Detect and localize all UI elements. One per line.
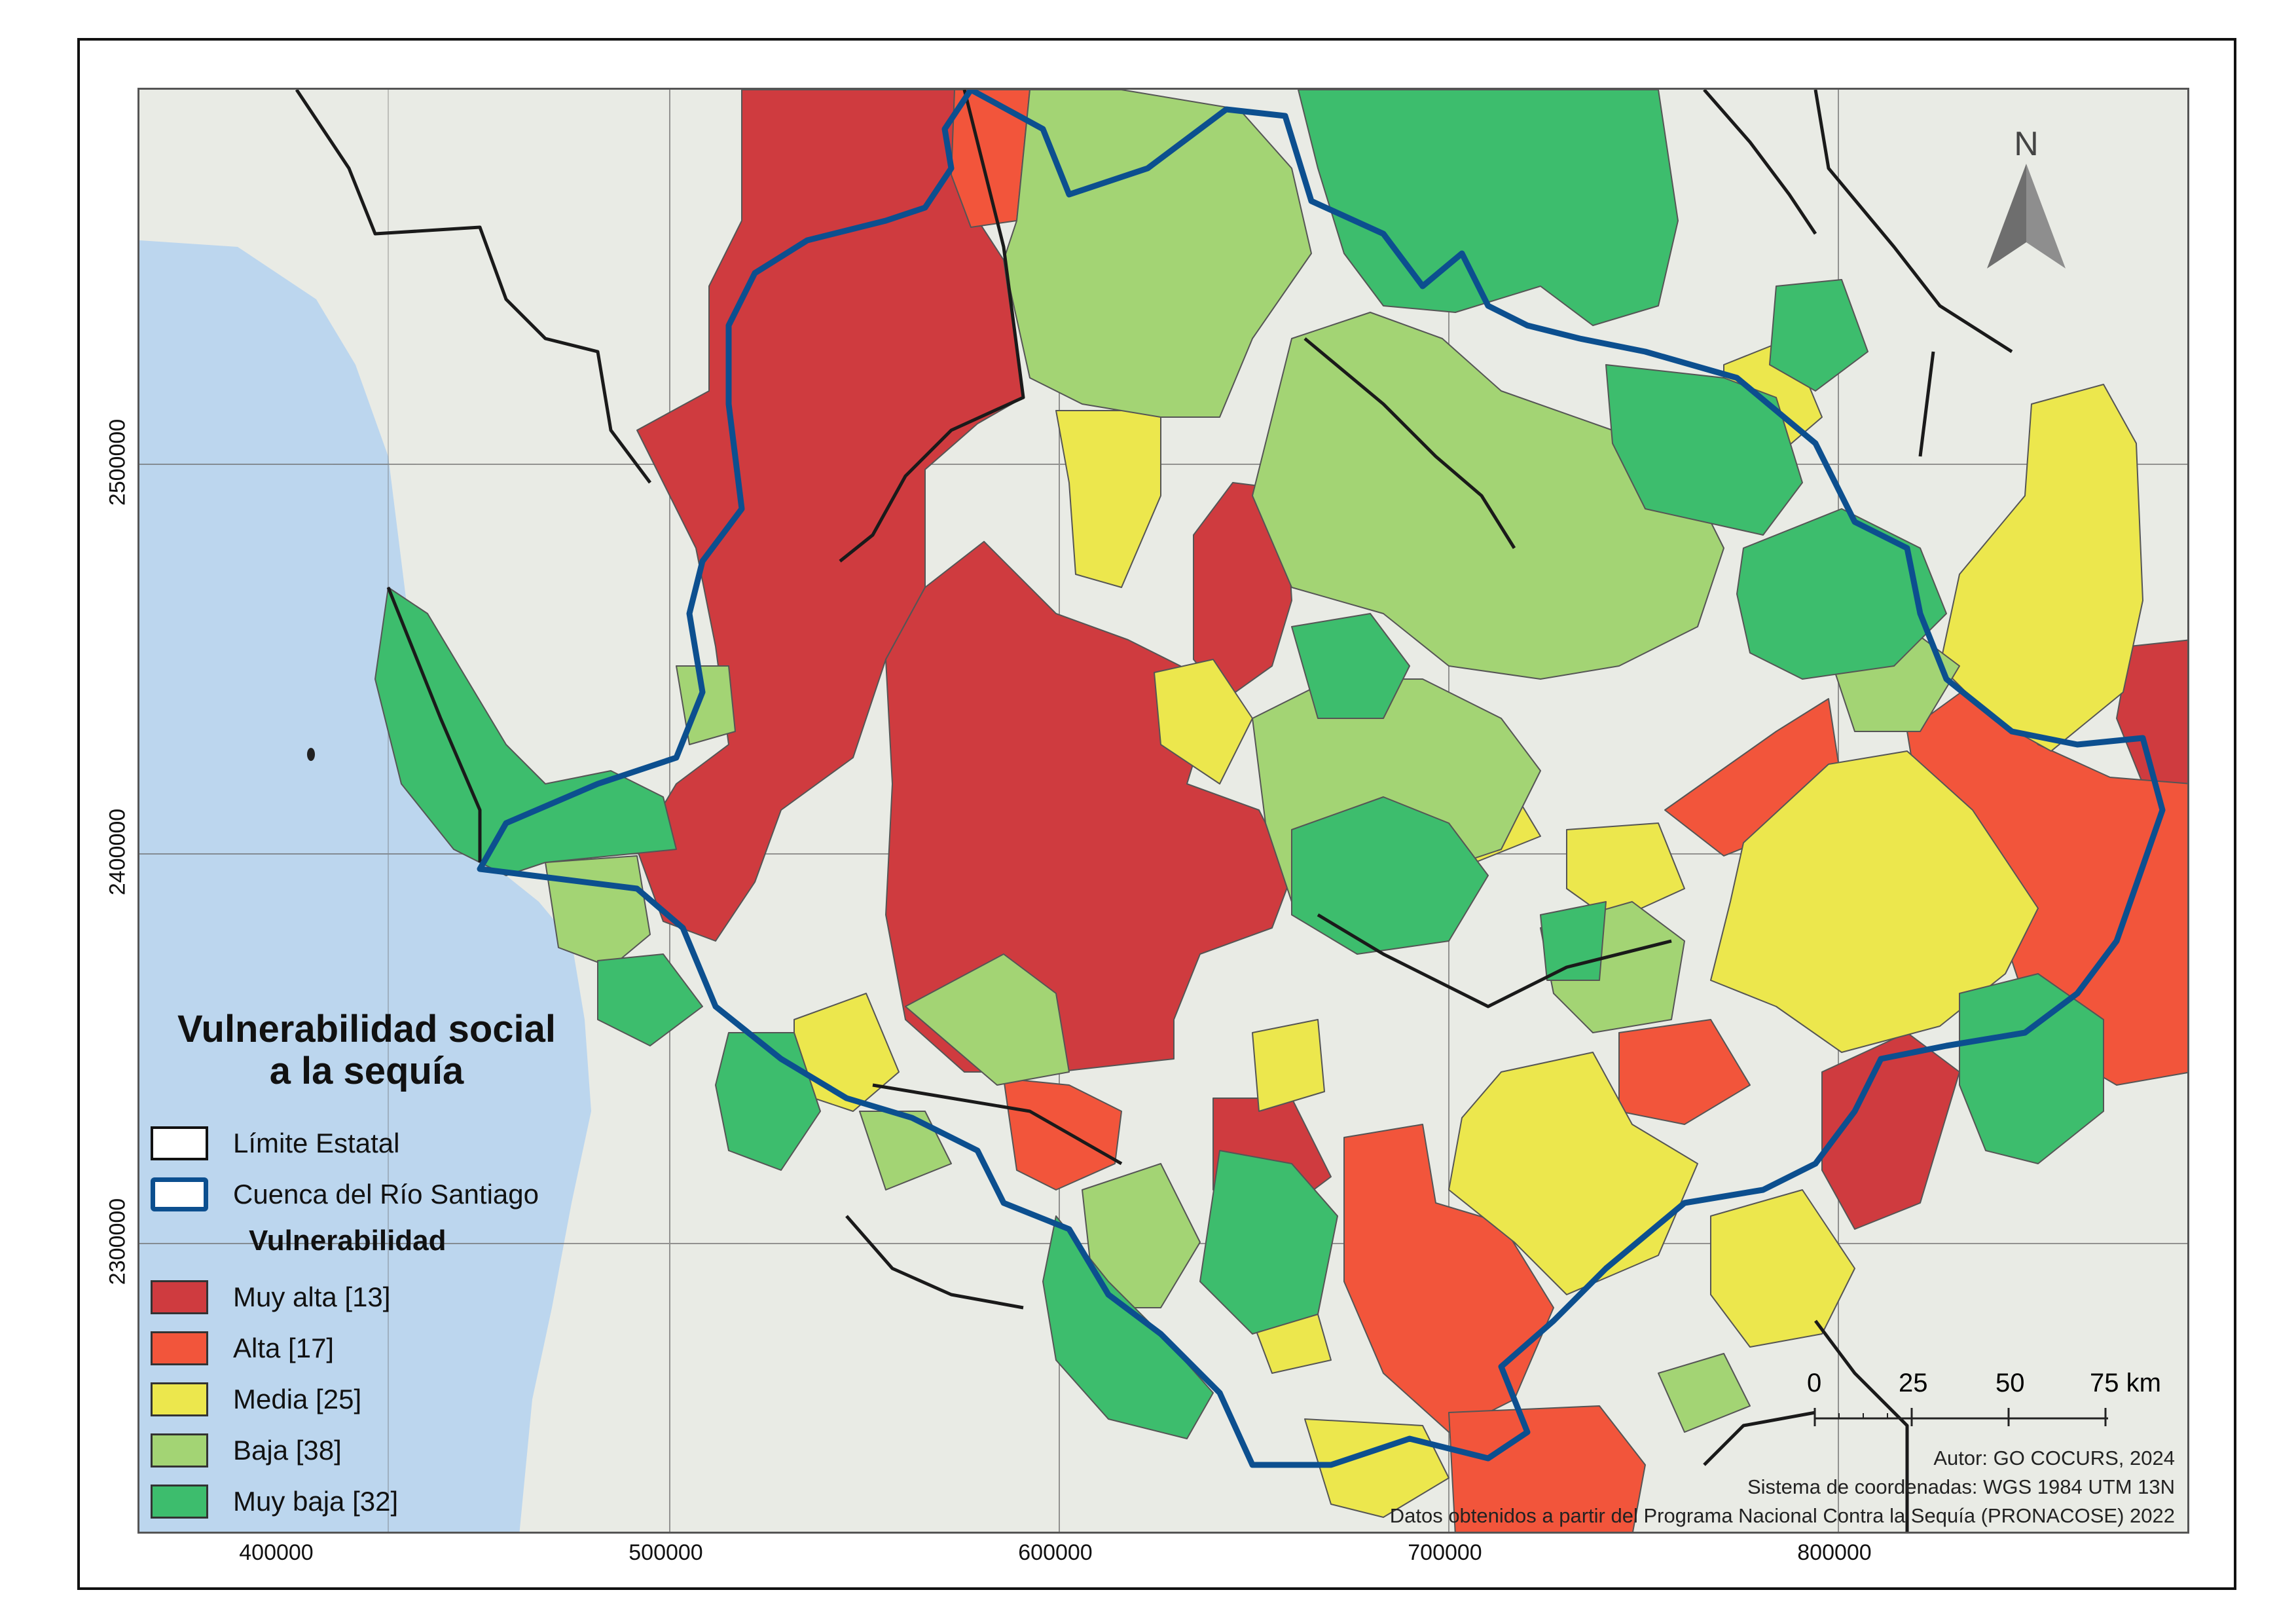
y-tick-2500000: 2500000 xyxy=(105,418,130,506)
region-media-east[interactable] xyxy=(1939,384,2143,752)
region-baja-se2[interactable] xyxy=(1658,1353,1751,1433)
scale-bar: 0 25 50 75 km xyxy=(1807,1369,2161,1428)
x-tick-700000: 700000 xyxy=(1408,1540,1482,1565)
legend: Vulnerabilidad social a la sequía Límite… xyxy=(151,1008,609,1519)
ocean xyxy=(139,240,591,1532)
legend-title-line2: a la sequía xyxy=(269,1050,464,1092)
region-media-c3[interactable] xyxy=(1566,822,1685,922)
region-muy-baja-se[interactable] xyxy=(1959,973,2104,1164)
region-media-south[interactable] xyxy=(1448,1052,1698,1295)
region-media-s4[interactable] xyxy=(1304,1418,1449,1518)
credit-crs: Sistema de coordenadas: WGS 1984 UTM 13N xyxy=(1747,1475,2175,1498)
legend-swatch-muy-baja xyxy=(151,1485,208,1519)
map-svg xyxy=(139,90,2187,1534)
scale-label-0: 0 xyxy=(1807,1369,1822,1397)
legend-class-media: Media [25] xyxy=(151,1382,361,1416)
state-limits xyxy=(295,90,2013,1532)
legend-state-limit: Límite Estatal xyxy=(151,1126,399,1160)
region-alta-sw[interactable] xyxy=(1003,1078,1122,1190)
legend-swatch-basin xyxy=(151,1177,208,1211)
legend-label-alta: Alta [17] xyxy=(233,1333,335,1363)
region-muy-baja-ne[interactable] xyxy=(1298,90,1679,326)
region-media-se[interactable] xyxy=(1710,1189,1855,1348)
legend-swatch-state xyxy=(151,1126,208,1160)
region-media-s5[interactable] xyxy=(1252,1019,1325,1112)
x-tick-400000: 400000 xyxy=(239,1540,314,1565)
region-media-nw[interactable] xyxy=(1055,410,1161,588)
x-tick-500000: 500000 xyxy=(629,1540,703,1565)
scale-label-75: 75 km xyxy=(2090,1369,2161,1397)
legend-class-muy-baja: Muy baja [32] xyxy=(151,1485,398,1519)
legend-label-muy-baja: Muy baja [32] xyxy=(233,1486,399,1517)
legend-swatch-baja xyxy=(151,1433,208,1467)
legend-title-line1: Vulnerabilidad social xyxy=(177,1008,556,1050)
x-tick-800000: 800000 xyxy=(1797,1540,1872,1565)
credit-source: Datos obtenidos a partir del Programa Na… xyxy=(1389,1504,2175,1527)
legend-subtitle: Vulnerabilidad xyxy=(249,1225,446,1257)
map-canvas[interactable] xyxy=(137,88,2189,1534)
region-muy-baja-mid2[interactable] xyxy=(1291,613,1410,719)
legend-label-media: Media [25] xyxy=(233,1384,362,1414)
legend-class-alta: Alta [17] xyxy=(151,1331,334,1365)
scale-label-50: 50 xyxy=(1995,1369,2025,1397)
municipality-polygons xyxy=(374,90,2187,1534)
scale-label-25: 25 xyxy=(1899,1369,1928,1397)
legend-basin: Cuenca del Río Santiago xyxy=(151,1177,539,1211)
region-baja-west[interactable] xyxy=(545,855,651,968)
credit-author: Autor: GO COCURS, 2024 xyxy=(1933,1447,2175,1469)
north-arrow: N xyxy=(1977,124,2075,282)
x-tick-600000: 600000 xyxy=(1018,1540,1093,1565)
region-muy-baja-ne2[interactable] xyxy=(1769,279,1868,392)
island xyxy=(307,748,315,761)
legend-label-state: Límite Estatal xyxy=(233,1128,400,1158)
scale-bar-graphic xyxy=(1813,1408,2108,1426)
region-muy-baja-sw3[interactable] xyxy=(597,953,703,1046)
y-tick-2400000: 2400000 xyxy=(105,808,130,896)
basin-outline xyxy=(477,90,2166,1468)
region-alta-south[interactable] xyxy=(1343,1124,1554,1433)
credits: Autor: GO COCURS, 2024 Sistema de coorde… xyxy=(1390,1444,2175,1530)
region-muy-alta-central[interactable] xyxy=(885,541,1292,1073)
region-muy-baja-central[interactable] xyxy=(1736,508,1947,680)
north-arrow-icon xyxy=(1987,164,2066,268)
region-muy-baja-s[interactable] xyxy=(1042,1215,1214,1439)
legend-label-basin: Cuenca del Río Santiago xyxy=(233,1179,539,1209)
region-muy-baja-coast[interactable] xyxy=(374,587,677,876)
legend-label-baja: Baja [38] xyxy=(233,1435,342,1466)
region-baja-northeast[interactable] xyxy=(1252,312,1724,680)
legend-swatch-alta xyxy=(151,1331,208,1365)
region-muy-baja-east[interactable] xyxy=(1605,364,1803,536)
region-baja-sw2[interactable] xyxy=(859,1111,952,1190)
region-alta-mid[interactable] xyxy=(1618,1019,1751,1125)
legend-label-muy-alta: Muy alta [13] xyxy=(233,1282,391,1312)
y-tick-2300000: 2300000 xyxy=(105,1198,130,1285)
region-media-mid[interactable] xyxy=(1154,659,1253,784)
region-muy-baja-mid[interactable] xyxy=(1291,796,1489,955)
north-label: N xyxy=(2014,125,2039,163)
legend-class-baja: Baja [38] xyxy=(151,1433,342,1467)
region-muy-baja-s2[interactable] xyxy=(1199,1150,1338,1335)
region-baja-sw[interactable] xyxy=(905,953,1070,1086)
legend-title: Vulnerabilidad social a la sequía xyxy=(151,1008,583,1092)
legend-swatch-media xyxy=(151,1382,208,1416)
map-frame xyxy=(77,38,2236,1590)
region-alta-s2[interactable] xyxy=(1448,1405,1646,1534)
legend-swatch-muy-alta xyxy=(151,1280,208,1314)
legend-class-muy-alta: Muy alta [13] xyxy=(151,1280,390,1314)
region-muy-baja-c3[interactable] xyxy=(1540,901,1607,981)
